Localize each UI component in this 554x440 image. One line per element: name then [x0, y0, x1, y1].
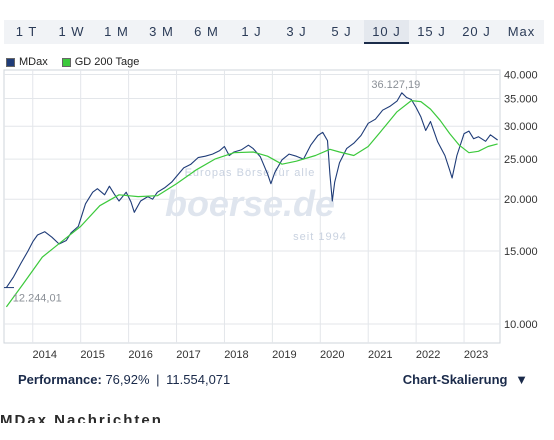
chart-scaling-label: Chart-Skalierung	[402, 372, 508, 387]
tab-1m[interactable]: 1 M	[104, 24, 129, 39]
tab-3m[interactable]: 3 M	[149, 24, 174, 39]
performance-summary: Performance: 76,92% | 11.554,071	[18, 372, 230, 387]
gd200-line	[5, 99, 498, 308]
chevron-down-icon: ▼	[515, 372, 528, 387]
timeframe-tab-bar: 1 T 1 W 1 M 3 M 6 M 1 J 3 J 5 J 10 J 15 J 20 J Max	[4, 20, 544, 44]
x-tick-label: 2015	[80, 349, 104, 361]
legend-label: MDax	[19, 56, 48, 68]
legend-item: GD 200 Tage	[61, 56, 140, 68]
legend-swatch	[6, 57, 15, 67]
tab-max[interactable]: Max	[507, 24, 536, 39]
watermark-logo: boerse.de	[165, 183, 335, 224]
x-tick-label: 2017	[176, 349, 200, 361]
section-heading-cut: MDax Nachrichten	[0, 409, 200, 423]
performance-percent: 76,92%	[105, 372, 150, 387]
x-tick-label: 2014	[33, 349, 57, 361]
tab-6m[interactable]: 6 M	[194, 24, 219, 39]
chart-legend: MDax GD 200 Tage	[6, 56, 153, 68]
tab-3j[interactable]: 3 J	[286, 24, 307, 39]
performance-separator: |	[156, 372, 160, 387]
y-tick-label: 35.000	[504, 93, 538, 105]
x-tick-label: 2021	[368, 349, 392, 361]
timeframe-tabs: 1 T 1 W 1 M 3 M 6 M 1 J 3 J 5 J 10 J 15 J 20 J Max	[0, 0, 554, 44]
mdax-line	[5, 92, 498, 288]
y-tick-label: 20.000	[504, 194, 538, 206]
x-tick-label: 2022	[416, 349, 440, 361]
y-tick-label: 10.000	[504, 319, 538, 331]
x-tick-label: 2016	[128, 349, 152, 361]
performance-points: 11.554,071	[166, 372, 231, 387]
tab-10j[interactable]: 10 J	[364, 20, 409, 44]
y-tick-label: 15.000	[504, 246, 538, 258]
y-tick-label: 30.000	[504, 121, 538, 133]
y-tick-label: 40.000	[504, 69, 538, 81]
chart-scaling-dropdown[interactable]: Chart-Skalierung ▼	[403, 372, 528, 387]
tab-1j[interactable]: 1 J	[241, 24, 262, 39]
watermark-since: seit 1994	[293, 231, 347, 243]
x-tick-label: 2023	[464, 349, 488, 361]
performance-label: Performance:	[18, 372, 102, 387]
x-tick-label: 2019	[272, 349, 296, 361]
section-heading: MDax Nachrichten	[0, 412, 163, 423]
tab-1t[interactable]: 1 T	[15, 24, 38, 39]
x-tick-label: 2020	[320, 349, 344, 361]
tab-20j[interactable]: 20 J	[462, 24, 491, 39]
tab-15j[interactable]: 15 J	[417, 24, 446, 39]
annotation-low: 12.244,01	[13, 293, 62, 305]
tab-1w[interactable]: 1 W	[58, 24, 85, 39]
tab-5j[interactable]: 5 J	[331, 24, 352, 39]
price-chart: 2014 2015 2016 2017 2018 2019 2020 2021 2022 2023…	[3, 69, 538, 361]
watermark-tagline: Europas Börse für alle	[185, 167, 316, 179]
annotation-high: 36.127,19	[371, 79, 420, 91]
y-tick-label: 25.000	[504, 154, 538, 166]
legend-item: MDax	[6, 56, 48, 68]
x-tick-label: 2018	[224, 349, 248, 361]
plot-area	[3, 69, 501, 344]
legend-label: GD 200 Tage	[74, 56, 140, 68]
legend-swatch	[61, 57, 71, 67]
